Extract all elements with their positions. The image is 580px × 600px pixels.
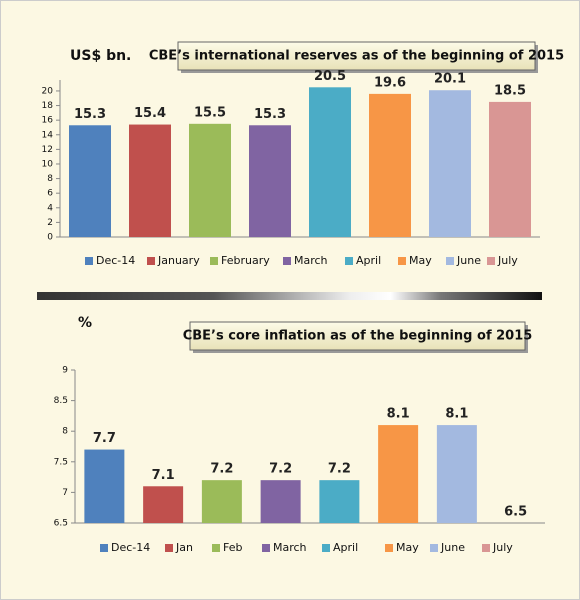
legend-label: January	[157, 254, 200, 267]
legend-label: February	[221, 254, 270, 267]
value-label: 7.7	[93, 431, 116, 446]
legend-swatch	[147, 257, 155, 265]
y-tick-label: 8	[62, 427, 68, 437]
bar	[429, 90, 471, 237]
legend-label: March	[294, 254, 328, 267]
bar	[309, 87, 351, 237]
value-label: 15.3	[254, 107, 286, 122]
value-label: 20.5	[314, 69, 346, 84]
legend-label: May	[409, 254, 432, 267]
legend-swatch	[283, 257, 291, 265]
y-tick-label: 16	[42, 116, 54, 126]
y-tick-label: 8.5	[54, 396, 68, 406]
chart-title: CBE’s core inflation as of the beginning…	[183, 329, 533, 344]
y-tick-label: 10	[42, 159, 54, 169]
legend-swatch	[430, 544, 438, 552]
legend-swatch	[165, 544, 173, 552]
bar	[436, 425, 477, 523]
bar	[319, 480, 360, 523]
bar	[249, 125, 291, 237]
y-tick-label: 6.5	[54, 519, 68, 529]
legend-swatch	[85, 257, 93, 265]
legend-swatch	[487, 257, 495, 265]
legend-label: March	[273, 541, 307, 554]
bar	[201, 480, 242, 523]
bar	[260, 480, 301, 523]
bar	[189, 123, 231, 237]
y-tick-label: 4	[47, 203, 53, 213]
legend-label: April	[356, 254, 381, 267]
value-label: 15.4	[134, 106, 166, 121]
chart-title: CBE’s international reserves as of the b…	[149, 49, 564, 64]
value-label: 7.1	[152, 468, 175, 483]
bar	[378, 425, 419, 523]
legend-label: June	[456, 254, 481, 267]
legend-swatch	[398, 257, 406, 265]
value-label: 20.1	[434, 72, 466, 87]
bar	[84, 449, 125, 523]
y-tick-label: 7.5	[54, 457, 68, 467]
legend-swatch	[100, 544, 108, 552]
value-label: 7.2	[269, 462, 292, 477]
y-axis-label: US$ bn.	[70, 48, 131, 64]
legend-swatch	[262, 544, 270, 552]
y-tick-label: 0	[47, 233, 53, 243]
legend-label: Dec-14	[111, 541, 150, 554]
legend-label: May	[396, 541, 419, 554]
legend-label: July	[497, 254, 518, 267]
value-label: 19.6	[374, 75, 406, 90]
value-label: 15.3	[74, 107, 106, 122]
title-box	[177, 41, 536, 71]
y-tick-label: 8	[47, 174, 53, 184]
legend-swatch	[322, 544, 330, 552]
legend-label: Jan	[175, 541, 193, 554]
value-label: 8.1	[387, 407, 410, 422]
value-label: 7.2	[328, 462, 351, 477]
y-tick-label: 6	[47, 189, 53, 199]
y-tick-label: 14	[42, 130, 54, 140]
title-box	[189, 321, 526, 351]
value-label: 7.2	[210, 462, 233, 477]
separator	[37, 292, 542, 300]
value-label: 18.5	[494, 83, 526, 98]
legend-swatch	[212, 544, 220, 552]
legend-label: June	[440, 541, 465, 554]
legend-label: July	[492, 541, 513, 554]
bar	[129, 124, 171, 237]
value-label: 15.5	[194, 105, 226, 120]
legend-swatch	[482, 544, 490, 552]
y-tick-label: 2	[47, 218, 53, 228]
y-tick-label: 20	[42, 86, 54, 96]
bar	[489, 101, 531, 237]
bar	[143, 486, 184, 523]
legend-label: Dec-14	[96, 254, 135, 267]
value-label: 8.1	[445, 407, 468, 422]
legend-swatch	[345, 257, 353, 265]
y-tick-label: 18	[42, 101, 54, 111]
legend-swatch	[446, 257, 454, 265]
y-tick-label: 7	[62, 488, 68, 498]
value-label: 6.5	[504, 505, 527, 520]
legend-label: April	[333, 541, 358, 554]
legend-swatch	[210, 257, 218, 265]
legend-swatch	[385, 544, 393, 552]
y-axis-label: %	[78, 315, 92, 331]
bar	[369, 93, 411, 237]
y-tick-label: 12	[42, 145, 53, 155]
y-tick-label: 9	[62, 366, 68, 376]
bar	[69, 125, 111, 237]
legend-label: Feb	[223, 541, 242, 554]
